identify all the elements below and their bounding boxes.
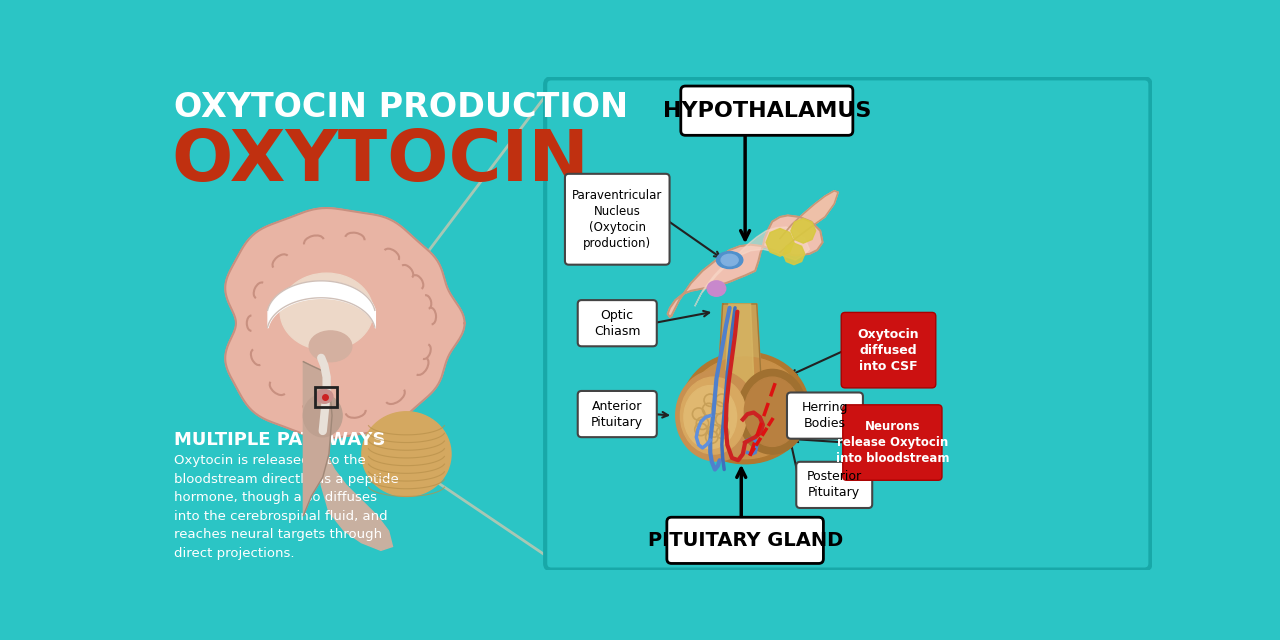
FancyBboxPatch shape <box>841 312 936 388</box>
Ellipse shape <box>684 385 736 449</box>
Polygon shape <box>319 431 393 550</box>
FancyBboxPatch shape <box>577 391 657 437</box>
Text: PITUITARY GLAND: PITUITARY GLAND <box>648 531 842 550</box>
Ellipse shape <box>316 389 333 403</box>
Text: Anterior
Pituitary: Anterior Pituitary <box>591 399 644 429</box>
FancyBboxPatch shape <box>545 78 1151 570</box>
Text: Posterior
Pituitary: Posterior Pituitary <box>806 470 861 499</box>
Text: Neurons
release Oxytocin
into bloodstream: Neurons release Oxytocin into bloodstrea… <box>836 420 950 465</box>
Polygon shape <box>668 216 823 317</box>
Text: Paraventricular
Nucleus
(Oxytocin
production): Paraventricular Nucleus (Oxytocin produc… <box>572 189 663 250</box>
Ellipse shape <box>303 394 342 436</box>
Text: Oxytocin is released into the
bloodstream directly as a peptide
hormone, though : Oxytocin is released into the bloodstrea… <box>174 454 398 559</box>
Ellipse shape <box>745 377 800 447</box>
Ellipse shape <box>687 357 804 459</box>
FancyBboxPatch shape <box>842 405 942 480</box>
Ellipse shape <box>676 370 758 461</box>
Text: MULTIPLE PATHWAYS: MULTIPLE PATHWAYS <box>174 431 385 449</box>
FancyBboxPatch shape <box>796 462 872 508</box>
FancyBboxPatch shape <box>787 392 863 438</box>
FancyBboxPatch shape <box>667 517 823 563</box>
Polygon shape <box>225 208 465 438</box>
Polygon shape <box>717 304 763 412</box>
Ellipse shape <box>280 273 374 350</box>
Ellipse shape <box>681 352 809 464</box>
Ellipse shape <box>310 331 352 362</box>
Ellipse shape <box>721 254 739 266</box>
Text: OXYTOCIN: OXYTOCIN <box>172 127 590 196</box>
Ellipse shape <box>737 369 808 454</box>
Ellipse shape <box>717 252 742 269</box>
Polygon shape <box>780 191 838 252</box>
Text: Herring
Bodies: Herring Bodies <box>801 401 849 430</box>
Polygon shape <box>724 304 755 412</box>
Text: Optic
Chiasm: Optic Chiasm <box>594 308 640 338</box>
Text: HYPOTHALAMUS: HYPOTHALAMUS <box>663 100 870 121</box>
Ellipse shape <box>707 281 726 296</box>
FancyBboxPatch shape <box>577 300 657 346</box>
Polygon shape <box>303 362 332 516</box>
Ellipse shape <box>362 412 451 497</box>
FancyBboxPatch shape <box>564 174 669 265</box>
FancyBboxPatch shape <box>681 86 852 135</box>
Polygon shape <box>695 227 809 307</box>
Ellipse shape <box>681 377 746 454</box>
Text: Oxytocin
diffused
into CSF: Oxytocin diffused into CSF <box>858 328 919 372</box>
Text: OXYTOCIN PRODUCTION: OXYTOCIN PRODUCTION <box>174 91 628 124</box>
